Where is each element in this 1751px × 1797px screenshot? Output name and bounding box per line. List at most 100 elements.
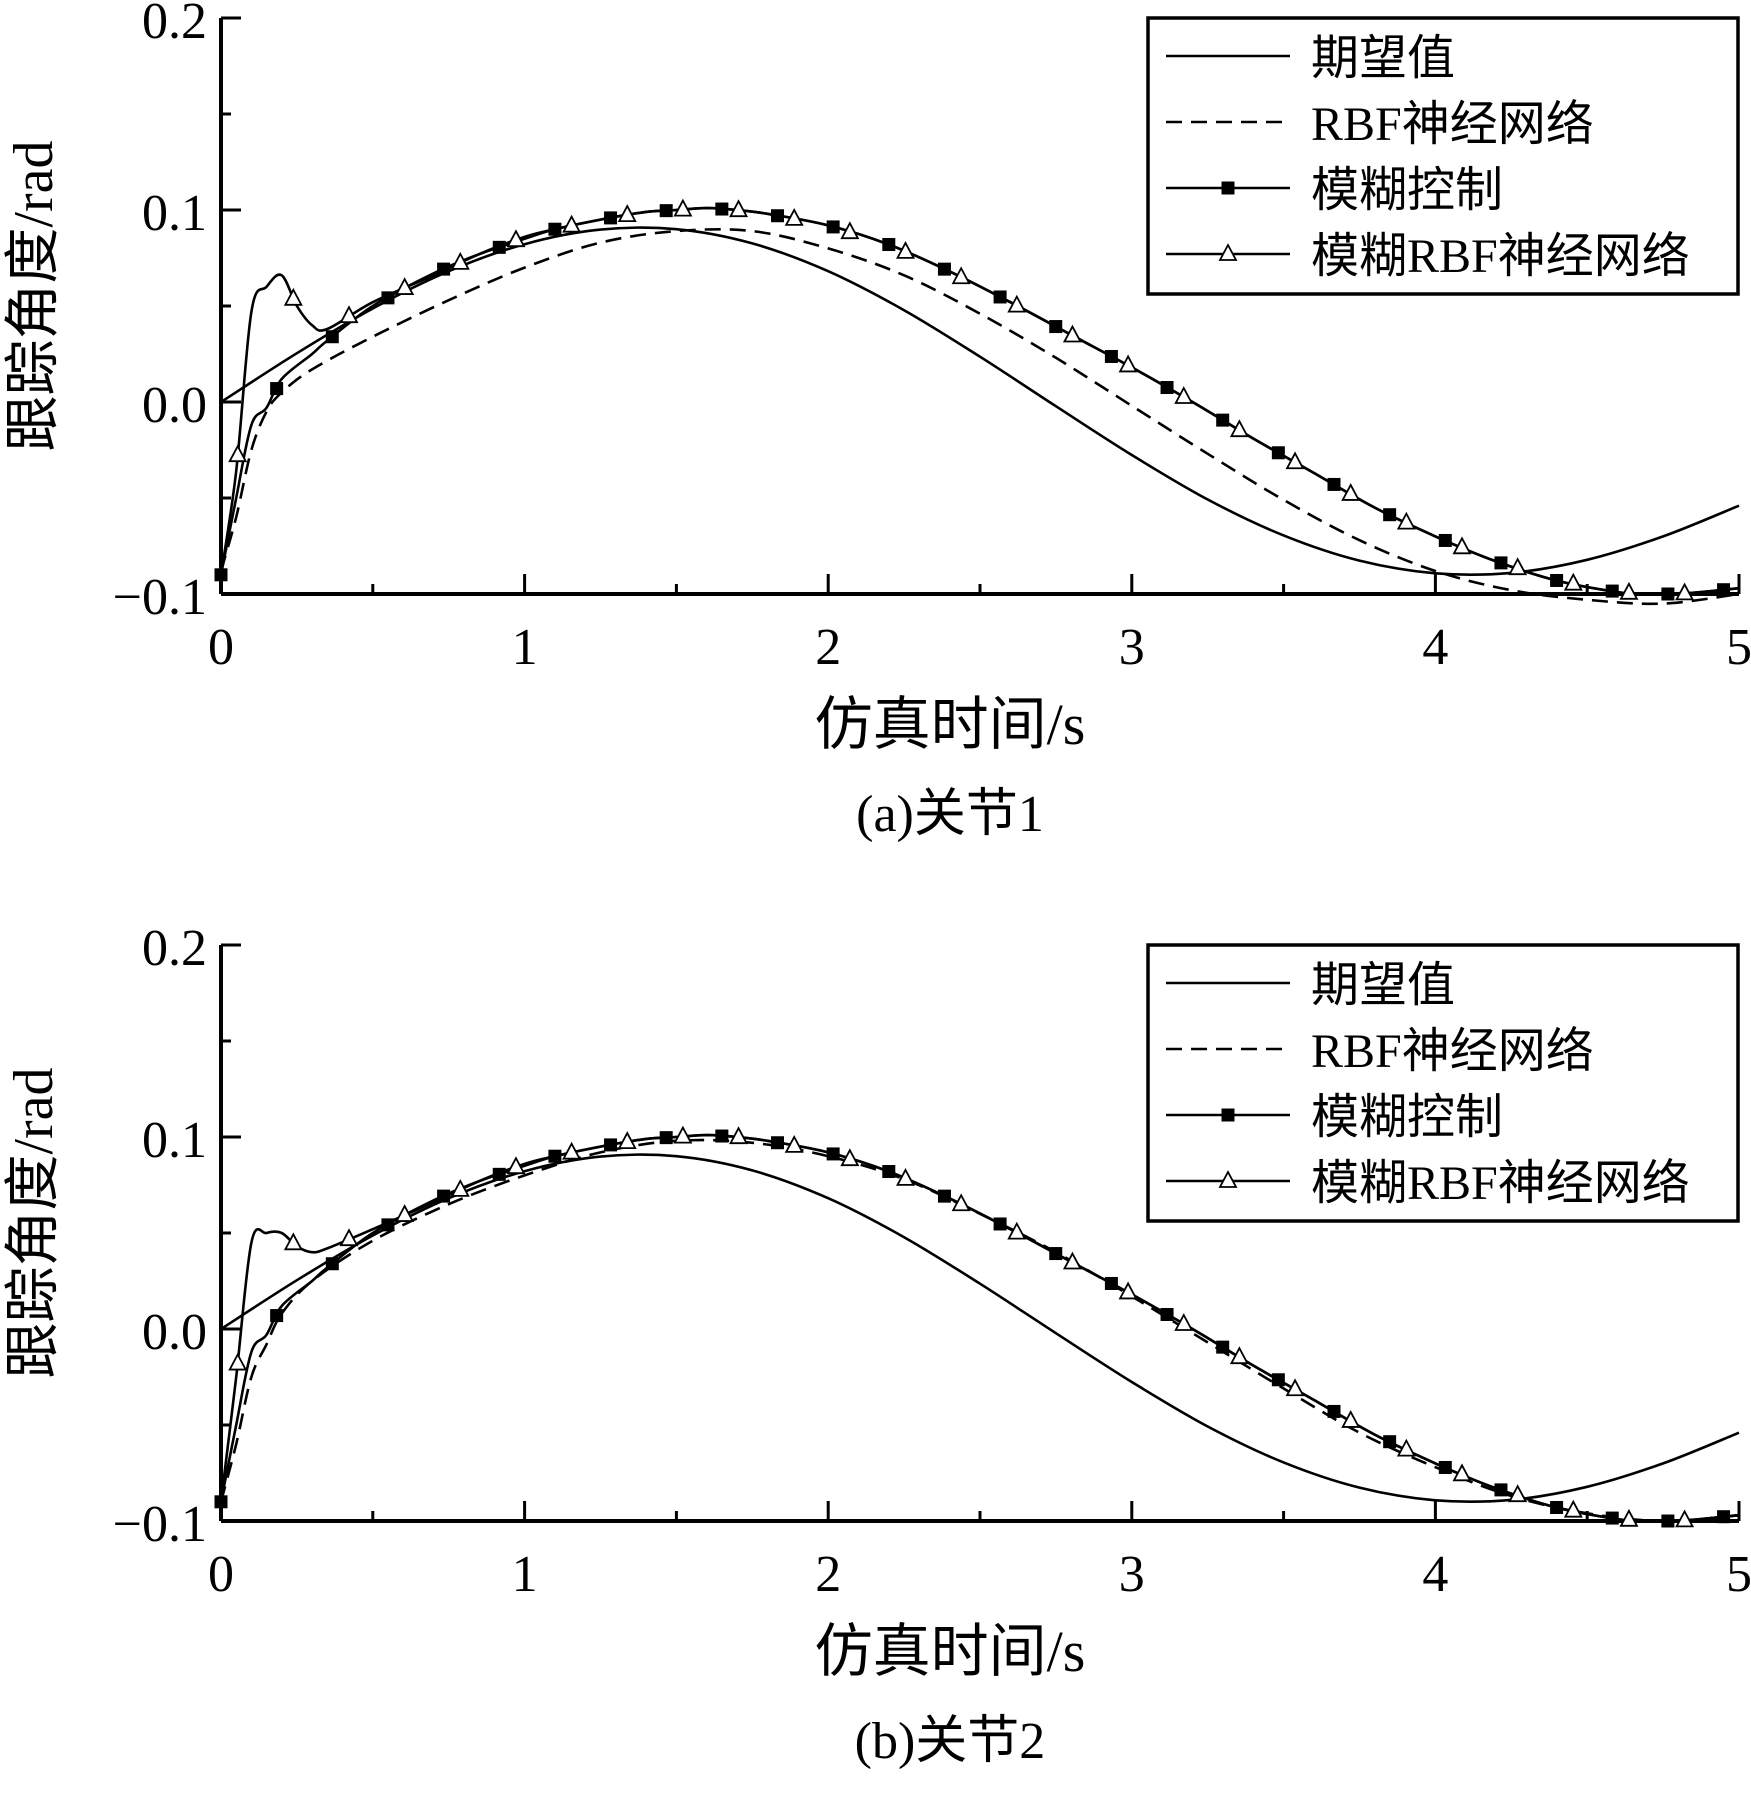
- legend-box: [1146, 943, 1740, 1223]
- triangle-marker: [673, 1125, 693, 1144]
- y-tick-label: −0.1: [113, 569, 207, 626]
- x-tick-label: 3: [1119, 1546, 1145, 1603]
- triangle-marker: [1675, 1509, 1695, 1528]
- chart-panel-1: 0 1 2 3 4 5 −0.1 0.0 0.1 0.2 仿真时间/s 跟踪角度/rad (a)关节1 期…: [3, 0, 1751, 843]
- x-axis-label: 仿真时间/s: [815, 692, 1086, 757]
- x-tick-label: 5: [1726, 1546, 1751, 1603]
- series-markers-4: [228, 198, 1695, 601]
- triangle-marker: [228, 444, 248, 463]
- triangle-marker: [228, 1352, 248, 1371]
- square-marker: [270, 382, 284, 396]
- triangle-marker: [617, 204, 637, 222]
- y-tick-label: 0.1: [142, 1112, 207, 1169]
- triangle-marker: [1062, 324, 1082, 343]
- triangle-marker: [1508, 557, 1528, 576]
- legend-triangle-marker: [1218, 1170, 1238, 1188]
- legend-label-3: 模糊控制: [1311, 1091, 1503, 1144]
- y-tick-label: 0.0: [142, 377, 207, 434]
- y-tick-label: −0.1: [113, 1496, 207, 1553]
- x-tick-label: 1: [512, 619, 538, 676]
- legend-label-2: RBF神经网络: [1311, 1025, 1594, 1078]
- triangle-marker: [339, 305, 359, 324]
- y-tick-label: 0.1: [142, 185, 207, 242]
- triangle-marker: [729, 199, 749, 218]
- triangle-marker: [840, 221, 860, 240]
- chart-panel-2: 0 1 2 3 4 5 −0.1 0.0 0.1 0.2 仿真时间/s 跟踪角度/rad (b)关节2 期…: [3, 920, 1751, 1770]
- triangle-marker: [1563, 572, 1583, 591]
- triangle-marker: [450, 251, 470, 270]
- y-tick-label: 0.0: [142, 1304, 207, 1361]
- legend-label-1: 期望值: [1311, 32, 1455, 85]
- triangle-marker: [1396, 1438, 1416, 1457]
- triangle-marker: [1229, 1346, 1249, 1365]
- triangle-marker: [951, 1193, 971, 1212]
- x-tick-label: 2: [815, 1546, 841, 1603]
- triangle-marker: [1341, 1410, 1361, 1428]
- triangle-marker: [784, 207, 804, 226]
- triangle-marker: [283, 1232, 303, 1251]
- triangle-marker: [1396, 511, 1416, 530]
- y-tick-label: 0.2: [142, 0, 207, 50]
- triangle-marker: [1229, 419, 1249, 438]
- triangle-marker: [1174, 386, 1194, 404]
- legend-label-1: 期望值: [1311, 959, 1455, 1012]
- triangle-marker: [506, 229, 526, 248]
- legend-box: [1146, 16, 1740, 296]
- triangle-marker: [1675, 582, 1695, 601]
- triangle-marker: [283, 287, 303, 306]
- x-tick-label: 4: [1422, 619, 1448, 676]
- triangle-marker: [1285, 1378, 1305, 1397]
- triangle-marker: [1118, 354, 1138, 373]
- triangle-marker: [951, 266, 971, 285]
- triangle-marker: [1285, 451, 1305, 470]
- y-tick-label: 0.2: [142, 920, 207, 977]
- triangle-marker: [840, 1148, 860, 1167]
- panel-caption: (b)关节2: [855, 1713, 1046, 1770]
- x-tick-label: 0: [208, 1546, 234, 1603]
- legend-label-4: 模糊RBF神经网络: [1311, 1157, 1690, 1210]
- triangle-marker: [1062, 1251, 1082, 1270]
- triangle-marker: [339, 1228, 359, 1247]
- panel-caption: (a)关节1: [856, 786, 1044, 843]
- legend-label-3: 模糊控制: [1311, 164, 1503, 217]
- series-line-4: [219, 206, 1740, 596]
- square-marker: [325, 1257, 339, 1271]
- series-line-2: [219, 1138, 1740, 1523]
- triangle-marker: [450, 1178, 470, 1197]
- x-axis-label: 仿真时间/s: [815, 1619, 1086, 1684]
- legend-square-marker: [1221, 1108, 1235, 1122]
- x-tick-label: 1: [512, 1546, 538, 1603]
- triangle-marker: [1118, 1281, 1138, 1300]
- triangle-marker: [1452, 536, 1472, 555]
- triangle-marker: [562, 1141, 582, 1160]
- x-tick-label: 5: [1726, 619, 1751, 676]
- legend-square-marker: [1221, 181, 1235, 195]
- triangle-marker: [1563, 1499, 1583, 1518]
- triangle-marker: [1007, 294, 1027, 313]
- triangle-marker: [1452, 1463, 1472, 1482]
- square-marker: [270, 1309, 284, 1323]
- triangle-marker: [1174, 1313, 1194, 1331]
- x-tick-label: 0: [208, 619, 234, 676]
- x-tick-label: 2: [815, 619, 841, 676]
- triangle-marker: [729, 1126, 749, 1145]
- triangle-marker: [895, 1167, 915, 1186]
- triangle-marker: [1508, 1484, 1528, 1503]
- triangle-marker: [395, 1204, 415, 1222]
- triangle-marker: [562, 214, 582, 233]
- series-line-2: [219, 227, 1740, 606]
- series-markers-4: [228, 1125, 1695, 1528]
- triangle-marker: [395, 277, 415, 295]
- legend-triangle-marker: [1218, 243, 1238, 261]
- triangle-marker: [1341, 483, 1361, 501]
- triangle-marker: [784, 1134, 804, 1153]
- triangle-marker: [1007, 1221, 1027, 1240]
- y-axis-label: 跟踪角度/rad: [3, 140, 65, 451]
- triangle-marker: [617, 1131, 637, 1149]
- triangle-marker: [506, 1156, 526, 1175]
- square-marker: [325, 330, 339, 344]
